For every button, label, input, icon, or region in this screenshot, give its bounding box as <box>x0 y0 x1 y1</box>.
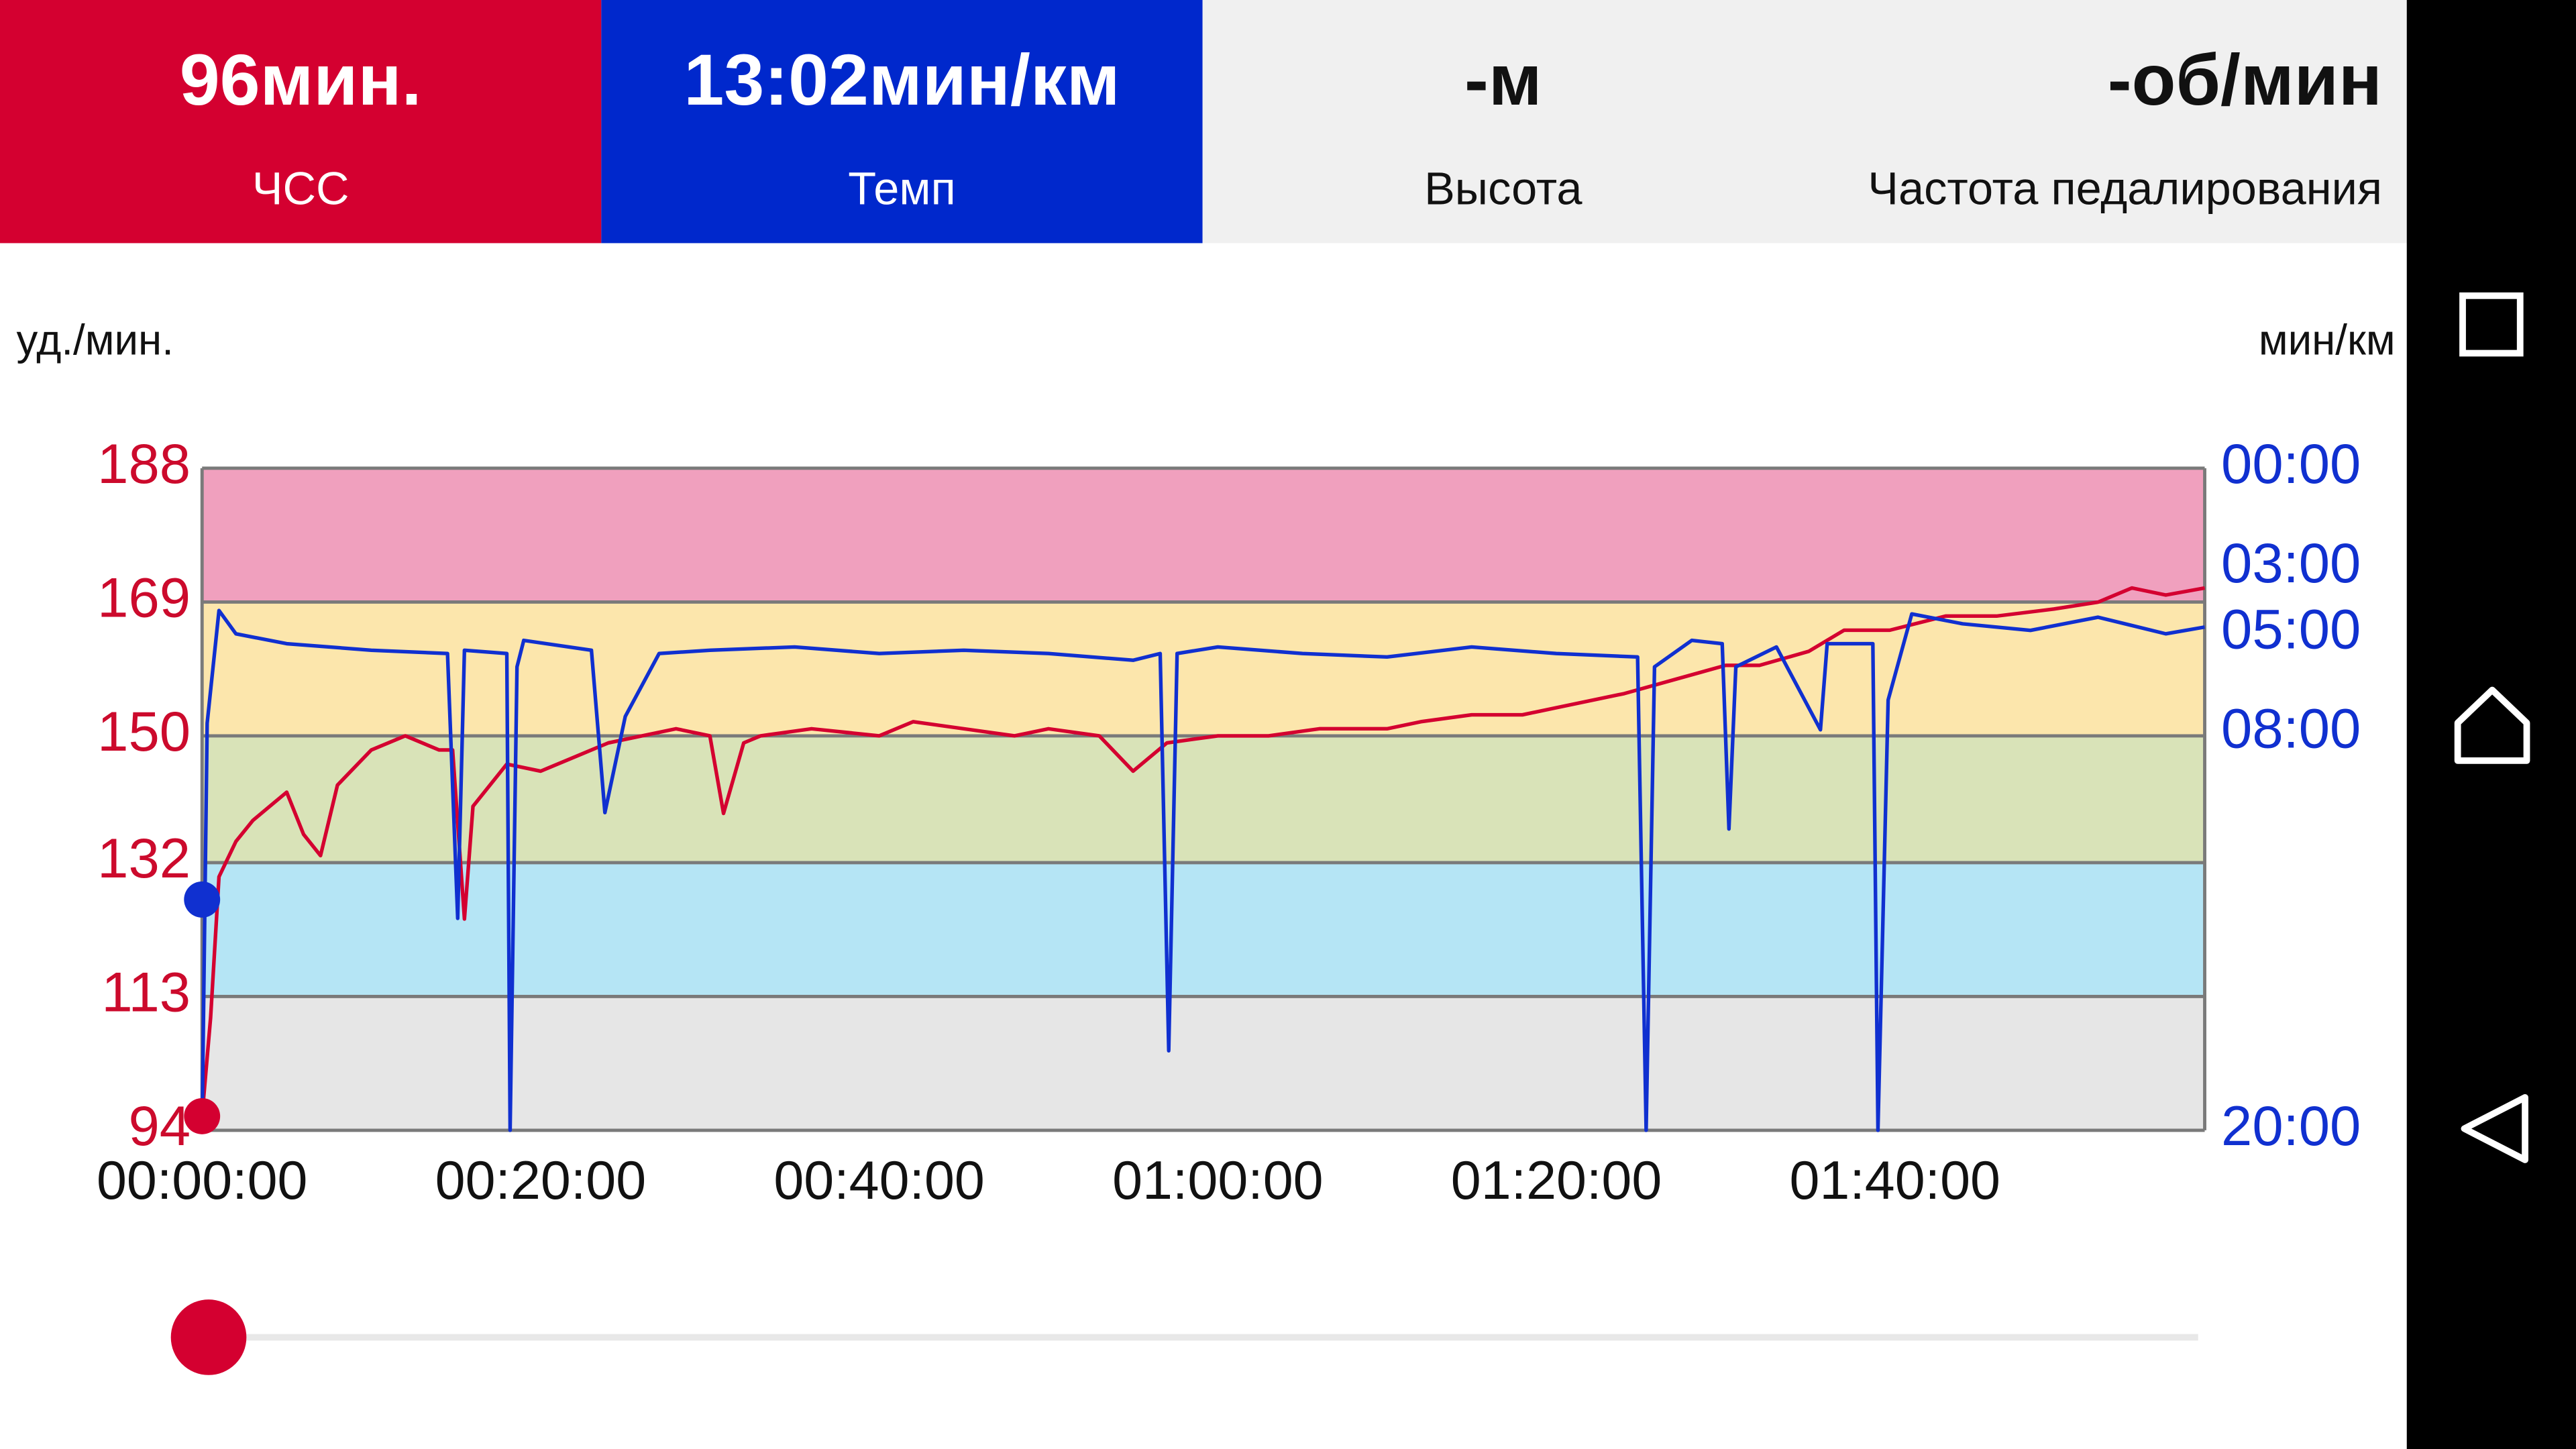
metric-tile: -об/мин Частота педалирования <box>1803 0 2407 244</box>
tile-background <box>1803 0 2407 244</box>
tile-background <box>601 0 1203 244</box>
series-line <box>200 608 2205 1132</box>
tile-background <box>0 0 602 244</box>
cursor-marker <box>184 1097 221 1134</box>
y2-tick-label: 00:00 <box>2221 433 2361 495</box>
nav-bar <box>2406 0 2576 1449</box>
y-tick-label: 113 <box>101 961 191 1023</box>
x-tick-label: 01:20:00 <box>1451 1150 1662 1211</box>
hr-zone <box>202 996 2205 1130</box>
tile-label: ЧСС <box>252 163 350 215</box>
hr-zone <box>202 602 2205 736</box>
y2-tick-label: 20:00 <box>2221 1095 2361 1157</box>
y2-tick-label: 03:00 <box>2221 532 2361 594</box>
metric-tile: 13:02мин/км Темп <box>601 0 1203 244</box>
metric-tile: 96мин. ЧСС <box>0 0 602 244</box>
slider[interactable] <box>170 1299 247 1375</box>
tile-value: -м <box>1464 39 1542 120</box>
slider-thumb[interactable] <box>170 1299 247 1375</box>
header: 96мин. ЧСС 13:02мин/км Темп -м Высота -об/мин Ч… <box>0 0 2407 244</box>
tile-label: Высота <box>1424 163 1582 215</box>
series-line <box>200 586 2206 1117</box>
y2-axis-unit: мин/км <box>2259 317 2396 364</box>
recents-button[interactable] <box>2459 292 2524 357</box>
y-tick-label: 94 <box>128 1095 191 1157</box>
y-axis-unit: уд./мин. <box>16 317 173 364</box>
y2-tick-label: 08:00 <box>2221 698 2361 760</box>
x-tick-label: 01:00:00 <box>1112 1150 1324 1211</box>
x-tick-label: 00:40:00 <box>773 1150 985 1211</box>
y-tick-label: 150 <box>97 700 191 763</box>
tile-value: -об/мин <box>2108 39 2382 120</box>
x-tick-label: 01:40:00 <box>1789 1150 2000 1211</box>
tile-background <box>1202 0 1804 244</box>
back-button[interactable] <box>2461 1094 2528 1163</box>
tile-value: 96мин. <box>180 39 422 120</box>
x-tick-label: 00:00:00 <box>97 1150 308 1211</box>
tile-value: 13:02мин/км <box>684 39 1120 120</box>
y-tick-label: 188 <box>97 433 191 495</box>
home-button[interactable] <box>2454 686 2530 764</box>
y-tick-label: 132 <box>97 827 191 890</box>
y2-tick-label: 05:00 <box>2221 598 2361 661</box>
y-tick-label: 169 <box>97 566 191 629</box>
metric-tile: -м Высота <box>1202 0 1804 244</box>
hr-zone <box>202 735 2205 863</box>
hr-zone <box>202 468 2205 602</box>
cursor-marker <box>184 881 221 918</box>
hr-zone <box>202 862 2205 997</box>
tile-label: Частота педалирования <box>1868 163 2382 215</box>
tile-label: Темп <box>848 163 955 215</box>
x-tick-label: 00:20:00 <box>435 1150 647 1211</box>
